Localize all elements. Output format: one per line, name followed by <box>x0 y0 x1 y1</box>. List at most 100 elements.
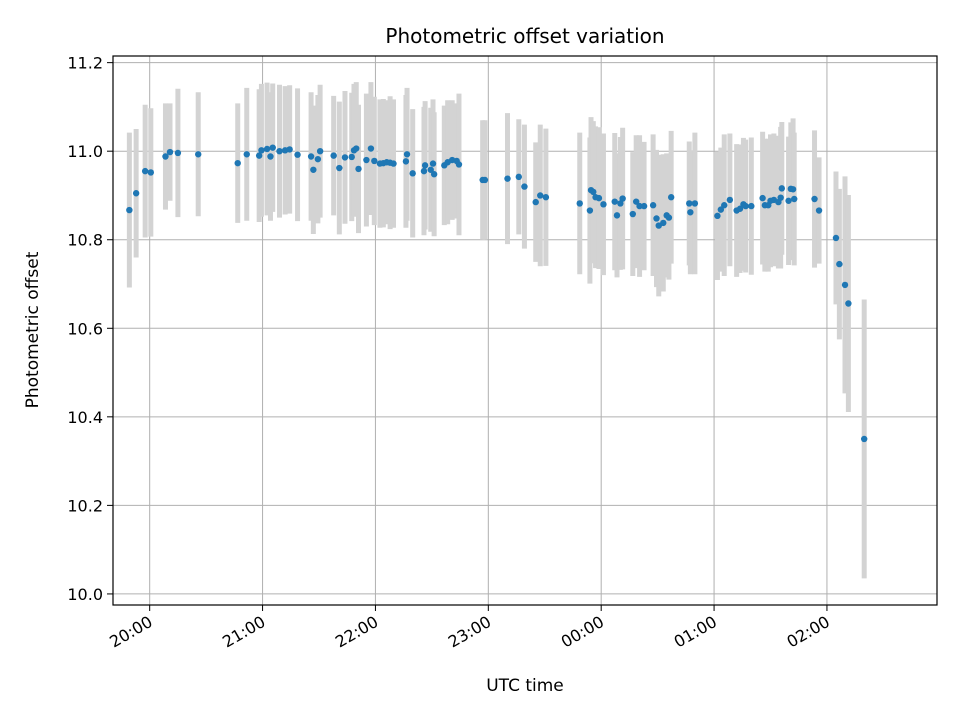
data-point <box>403 151 411 158</box>
y-tick-label: 10.2 <box>67 496 103 515</box>
y-tick-label: 10.6 <box>67 319 103 338</box>
data-point <box>310 166 317 173</box>
data-point <box>595 194 603 202</box>
data-point <box>515 173 522 181</box>
y-tick-label: 10.0 <box>67 585 103 604</box>
data-point <box>778 185 785 192</box>
data-point <box>860 435 868 443</box>
data-point <box>371 157 378 165</box>
data-point <box>195 151 202 158</box>
data-point <box>258 147 265 154</box>
x-axis-label: UTC time <box>486 676 564 696</box>
data-point <box>294 151 301 158</box>
data-point <box>141 167 149 175</box>
data-point <box>811 195 818 203</box>
data-point <box>162 153 169 160</box>
data-point <box>629 210 636 218</box>
data-point <box>600 201 607 208</box>
data-point <box>815 207 823 214</box>
data-point <box>841 281 849 289</box>
data-point <box>409 170 416 177</box>
y-tick-label: 11.0 <box>67 142 103 161</box>
data-point <box>174 149 182 157</box>
data-point <box>504 175 511 182</box>
data-point <box>636 202 643 210</box>
data-point <box>687 209 694 216</box>
data-point <box>286 146 293 153</box>
data-point <box>269 144 276 151</box>
data-point <box>421 162 429 169</box>
y-axis-label: Photometric offset <box>23 251 43 408</box>
data-point <box>402 158 410 165</box>
data-point <box>785 197 792 204</box>
chart-title: Photometric offset variation <box>385 24 664 48</box>
data-point <box>665 214 673 221</box>
data-point <box>836 260 843 268</box>
plot-frame <box>112 55 938 606</box>
data-point <box>613 212 621 219</box>
data-point <box>367 145 375 152</box>
data-point <box>653 215 660 222</box>
data-point <box>481 176 489 184</box>
data-point <box>721 202 728 209</box>
data-point <box>791 195 798 203</box>
data-point <box>234 159 241 167</box>
y-tick-label: 10.4 <box>67 408 103 427</box>
data-point <box>267 153 274 160</box>
data-point <box>420 167 428 175</box>
data-point <box>611 198 618 205</box>
data-point <box>759 194 766 202</box>
data-point <box>667 194 675 201</box>
data-point <box>777 194 784 201</box>
y-tick-label: 11.2 <box>67 54 103 73</box>
data-point <box>314 155 322 163</box>
data-point <box>427 166 434 173</box>
y-axis-ticks: 10.0 10.2 10.4 10.6 10.8 11.0 11.2 <box>67 54 113 604</box>
data-point <box>717 206 725 213</box>
data-point <box>640 202 648 210</box>
data-point <box>649 202 657 209</box>
data-point <box>263 145 271 153</box>
data-point <box>586 207 594 214</box>
data-point <box>748 202 755 210</box>
data-point <box>430 171 438 178</box>
data-point <box>429 160 437 167</box>
data-point <box>542 194 550 201</box>
data-point <box>132 190 140 197</box>
data-point <box>691 200 699 207</box>
y-tick-label: 10.8 <box>67 231 103 250</box>
data-point <box>353 145 360 152</box>
data-point <box>126 206 133 214</box>
data-point <box>537 192 544 199</box>
data-point <box>255 152 263 159</box>
data-points <box>126 144 868 443</box>
data-point <box>714 212 721 220</box>
data-point <box>363 156 370 164</box>
data-point <box>632 198 640 205</box>
data-point <box>660 219 667 227</box>
data-point <box>336 164 343 172</box>
data-point <box>742 202 749 210</box>
data-point <box>832 234 840 242</box>
data-point <box>355 165 362 173</box>
data-point <box>307 153 315 160</box>
data-point <box>590 188 597 196</box>
data-point <box>455 161 463 168</box>
data-point <box>276 147 283 155</box>
data-point <box>316 147 324 155</box>
data-point <box>617 200 624 207</box>
data-point <box>619 195 626 202</box>
data-point <box>521 183 528 190</box>
data-point <box>166 148 174 156</box>
data-point <box>576 200 583 207</box>
data-point <box>147 169 155 176</box>
data-point <box>736 205 744 212</box>
data-point <box>341 154 349 161</box>
data-point <box>348 153 355 161</box>
data-point <box>330 152 337 159</box>
data-point <box>532 198 539 206</box>
data-point <box>243 151 250 158</box>
data-point <box>726 196 734 204</box>
